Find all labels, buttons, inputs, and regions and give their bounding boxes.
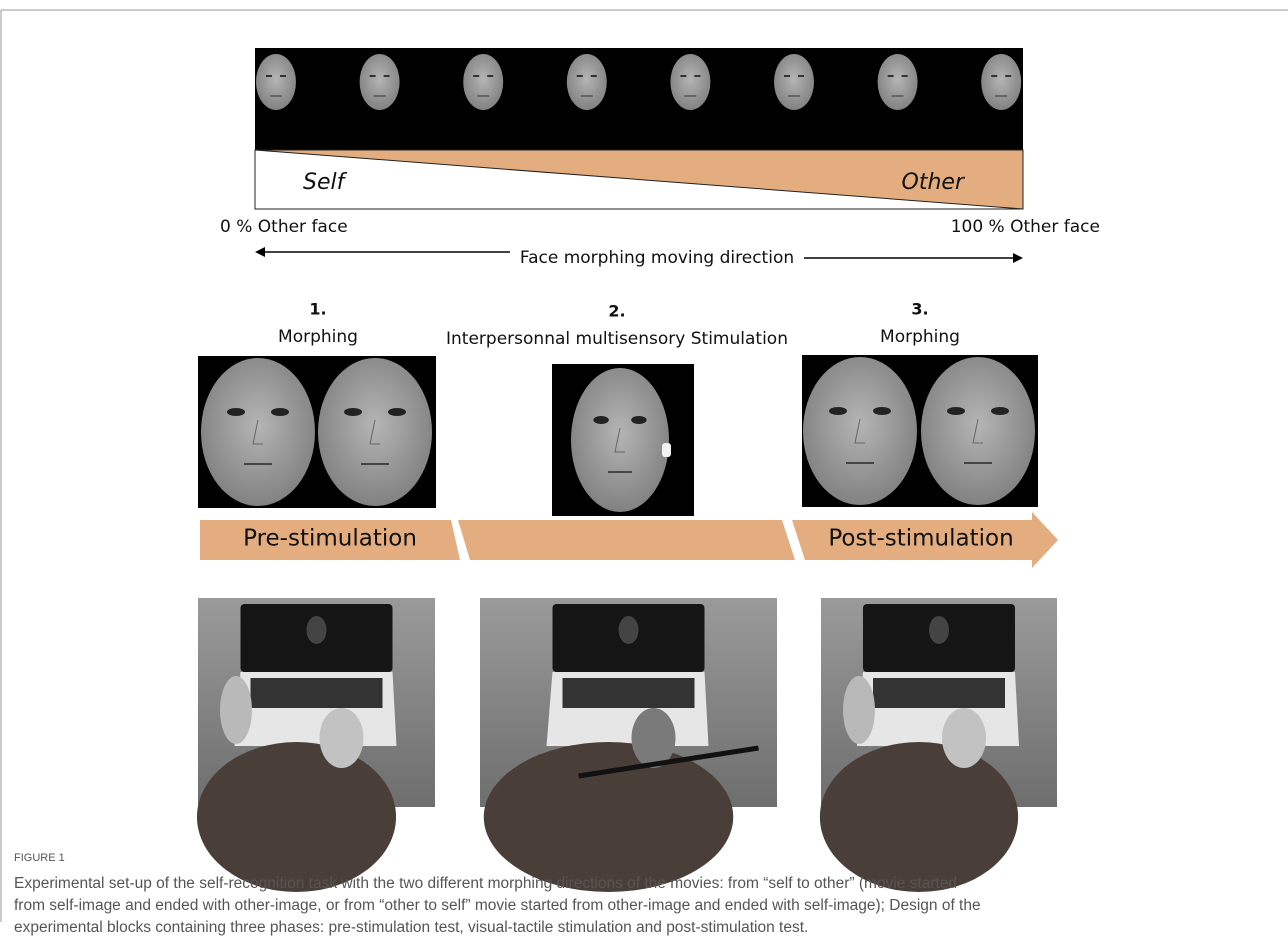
caption-line: Experimental set-up of the self-recognit…: [14, 875, 957, 892]
band-label: Pre-stimulation: [243, 526, 417, 552]
other-label: Other: [902, 170, 966, 195]
eye: [388, 408, 406, 416]
phase-title: Morphing: [880, 327, 960, 347]
nose: [854, 418, 865, 444]
face: [201, 358, 315, 506]
self-label: Self: [303, 170, 348, 195]
phase-number: 2.: [608, 302, 625, 321]
hand: [843, 676, 875, 744]
phase-number: 1.: [309, 300, 326, 319]
screen-face: [929, 616, 949, 644]
brush-stick: [578, 745, 759, 779]
eye: [593, 416, 609, 424]
phase-title: Interpersonnal multisensory Stimulation: [446, 329, 788, 349]
screen-face: [306, 616, 327, 644]
nose: [369, 419, 380, 445]
arrow-head: [1013, 253, 1023, 263]
photos: [196, 598, 1057, 892]
arrow-head: [255, 247, 265, 257]
hand: [319, 708, 364, 768]
face: [571, 368, 669, 512]
strip-face: [981, 54, 1022, 110]
strip-face: [463, 54, 504, 110]
nose: [614, 427, 625, 453]
end-label: 100 % Other face: [951, 217, 1100, 237]
hand: [942, 708, 986, 768]
direction-label: Face morphing moving direction: [520, 248, 794, 268]
keyboard: [873, 678, 1005, 708]
eye: [829, 407, 847, 415]
keyboard: [562, 678, 695, 708]
nose: [972, 418, 983, 444]
figure-label: FIGURE 1: [14, 852, 65, 864]
band-label: Post-stimulation: [828, 526, 1013, 552]
strip-face: [877, 54, 918, 110]
eye: [947, 407, 965, 415]
face-features: [227, 407, 1009, 473]
eye: [991, 407, 1009, 415]
eye: [227, 408, 245, 416]
nose: [252, 419, 263, 445]
phase-number: 3.: [911, 300, 928, 319]
eye: [873, 407, 891, 415]
band-arrow: [792, 512, 1058, 568]
caption-line: experimental blocks containing three pha…: [14, 919, 808, 936]
morph-triangle: [254, 149, 1024, 210]
screen-face: [618, 616, 639, 644]
band-segment: [200, 520, 460, 560]
brush: [662, 443, 671, 457]
strip-face: [566, 54, 607, 110]
face: [318, 358, 432, 506]
band-segment: [458, 520, 795, 560]
strip-face: [774, 54, 814, 110]
hand: [220, 676, 252, 744]
face: [921, 357, 1035, 505]
eye: [344, 408, 362, 416]
face: [803, 357, 917, 505]
start-label: 0 % Other face: [220, 217, 348, 237]
strip-face: [359, 54, 400, 110]
eye: [631, 416, 647, 424]
caption-line: from self-image and ended with other-ima…: [14, 897, 981, 914]
strip-face: [256, 54, 296, 110]
head: [196, 742, 397, 892]
keyboard: [250, 678, 383, 708]
phase-title: Morphing: [278, 327, 358, 347]
eye: [271, 408, 289, 416]
strip-face: [670, 54, 711, 110]
strip-faces: [256, 54, 1022, 110]
head: [483, 742, 734, 892]
head: [819, 742, 1019, 892]
hand: [631, 708, 676, 768]
